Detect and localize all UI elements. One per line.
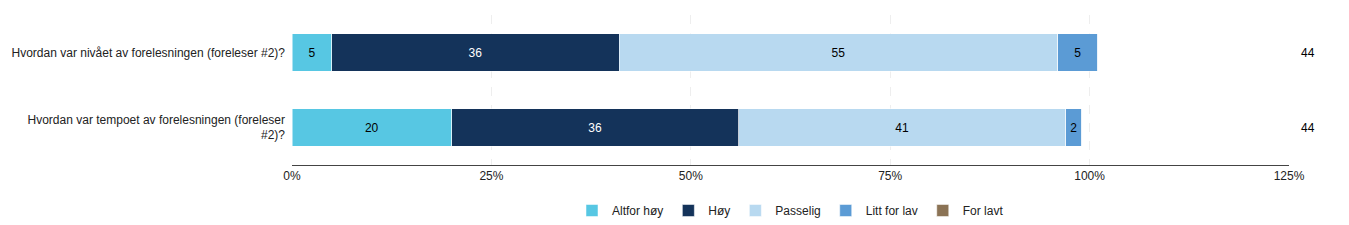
svg-text:For lavt: For lavt <box>963 204 1004 218</box>
svg-text:44: 44 <box>1301 46 1315 60</box>
svg-text:Altfor høy: Altfor høy <box>612 204 663 218</box>
svg-text:50%: 50% <box>679 169 703 183</box>
svg-text:Passelig: Passelig <box>775 204 820 218</box>
svg-text:25%: 25% <box>479 169 503 183</box>
svg-text:44: 44 <box>1301 121 1315 135</box>
svg-text:5: 5 <box>1074 46 1081 60</box>
svg-text:100%: 100% <box>1074 169 1105 183</box>
svg-text:5: 5 <box>308 46 315 60</box>
svg-text:41: 41 <box>895 121 909 135</box>
svg-text:55: 55 <box>832 46 846 60</box>
svg-text:0%: 0% <box>283 169 301 183</box>
svg-text:Hvordan var tempoet av foreles: Hvordan var tempoet av forelesningen (fo… <box>28 113 286 143</box>
svg-text:36: 36 <box>469 46 483 60</box>
svg-text:36: 36 <box>588 121 602 135</box>
svg-text:75%: 75% <box>878 169 902 183</box>
svg-text:2: 2 <box>1070 121 1077 135</box>
svg-text:Litt for lav: Litt for lav <box>866 204 918 218</box>
svg-text:Hvordan var nivået av forelesn: Hvordan var nivået av forelesningen (for… <box>12 46 286 60</box>
svg-text:20: 20 <box>365 121 379 135</box>
svg-text:Høy: Høy <box>708 204 730 218</box>
svg-text:125%: 125% <box>1274 169 1305 183</box>
